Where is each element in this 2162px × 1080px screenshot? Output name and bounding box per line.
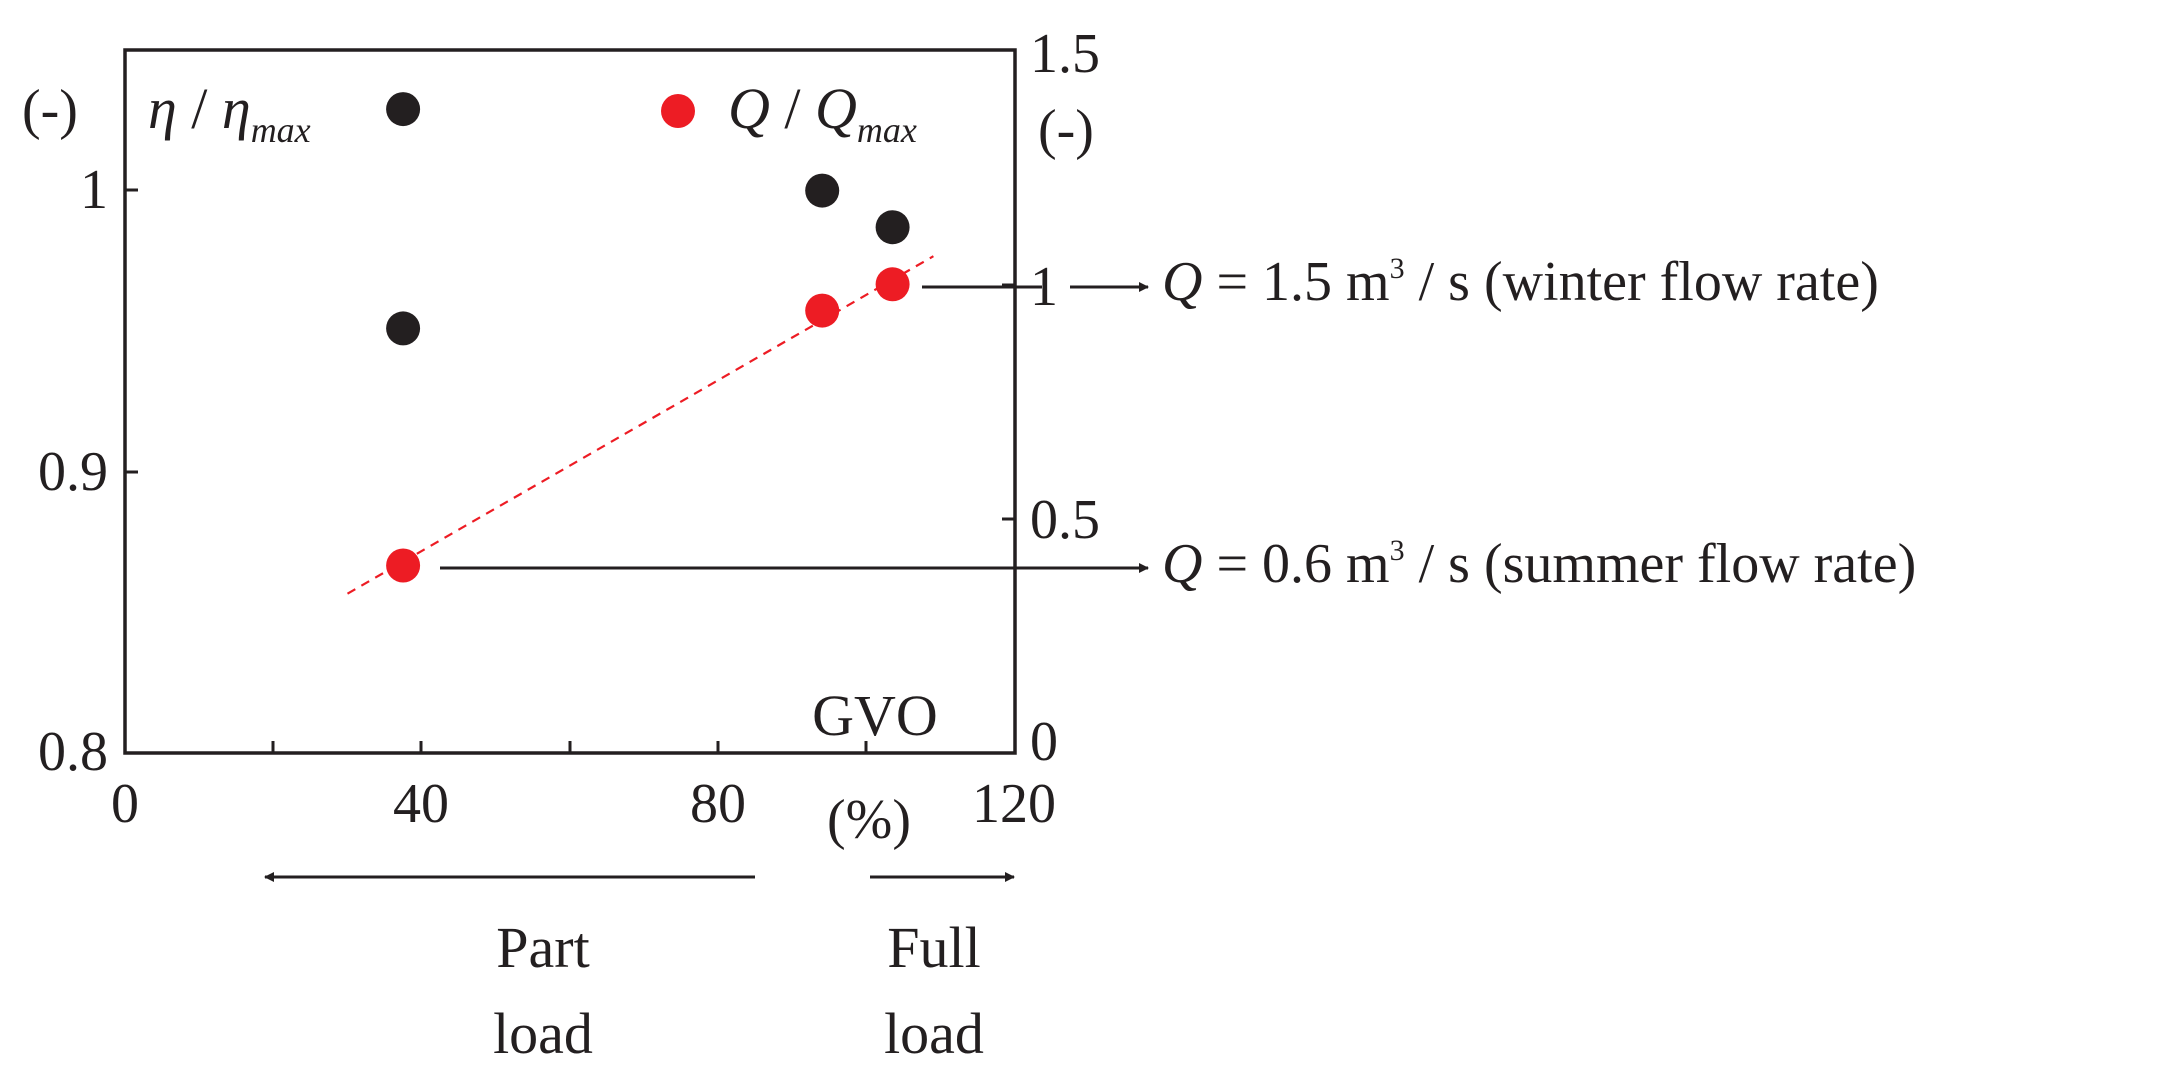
part-load-line2: load	[493, 1001, 593, 1066]
x-tick-label-0: 0	[111, 773, 139, 835]
right-axis-unit: (-)	[1038, 99, 1094, 161]
eta-point-2	[805, 173, 840, 208]
left-y-ticks	[125, 188, 138, 474]
winter-text-b: / s (winter flow rate)	[1405, 251, 1879, 313]
left-tick-label-0.8: 0.8	[38, 721, 108, 783]
eta-symbol-denominator: η	[222, 76, 251, 141]
q-point-1	[805, 293, 840, 328]
q-subscript: max	[857, 110, 917, 150]
eta-point-3	[875, 210, 910, 245]
right-tick-label-1.5: 1.5	[1030, 23, 1100, 85]
q-slash: /	[770, 76, 815, 141]
x-tick-label-120: 120	[972, 773, 1056, 835]
right-tick-label-0: 0	[1030, 711, 1058, 773]
left-axis-label: η / ηmax	[148, 76, 311, 150]
full-load-line1: Full	[887, 915, 981, 980]
winter-annotation: Q = 1.5 m3 / s (winter flow rate)	[1162, 251, 1879, 313]
summer-sup: 3	[1390, 534, 1405, 567]
summer-q: Q	[1162, 533, 1202, 595]
legend-marker-q	[661, 94, 695, 128]
x-tick-label-40: 40	[393, 773, 449, 835]
right-tick-label-0.5: 0.5	[1030, 489, 1100, 551]
left-axis-unit: (-)	[22, 79, 78, 141]
eta-symbol: η	[148, 76, 177, 141]
summer-text-a: = 0.6 m	[1202, 533, 1389, 595]
winter-text-a: = 1.5 m	[1202, 251, 1389, 313]
summer-text-b: / s (summer flow rate)	[1405, 533, 1917, 595]
left-tick-label-0.9: 0.9	[38, 441, 108, 503]
part-load-line1: Part	[496, 915, 589, 980]
q-symbol-denominator: Q	[815, 76, 857, 141]
q-point-2	[875, 267, 910, 302]
summer-annotation: Q = 0.6 m3 / s (summer flow rate)	[1162, 533, 1916, 595]
q-symbol: Q	[728, 76, 770, 141]
winter-sup: 3	[1390, 252, 1405, 285]
right-axis-label: Q / Qmax	[728, 76, 917, 150]
x-ticks	[271, 741, 868, 753]
full-load-line2: load	[884, 1001, 984, 1066]
left-tick-label-1: 1	[80, 159, 108, 221]
eta-point-0	[386, 92, 421, 127]
right-y-ticks	[1002, 283, 1015, 521]
eta-subscript: max	[251, 110, 311, 150]
x-tick-label-80: 80	[690, 773, 746, 835]
plot-frame	[123, 48, 1017, 755]
q-point-0	[386, 548, 421, 583]
eta-series	[386, 92, 910, 346]
eta-point-1	[386, 311, 421, 346]
x-axis-unit: (%)	[827, 789, 911, 851]
eta-slash: /	[177, 76, 222, 141]
x-axis-label: GVO	[812, 683, 938, 748]
q-series	[386, 267, 910, 583]
q-trendline	[346, 255, 934, 595]
winter-q: Q	[1162, 251, 1202, 313]
